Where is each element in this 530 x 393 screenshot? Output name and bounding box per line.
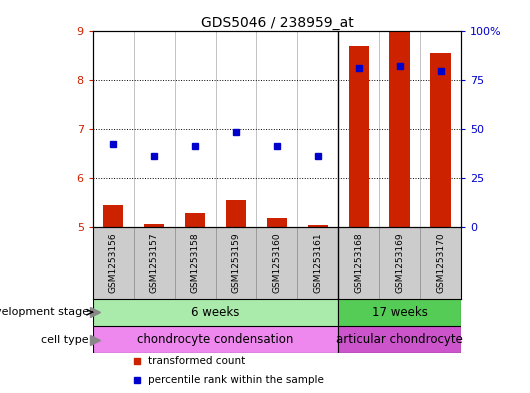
Text: GSM1253169: GSM1253169 <box>395 232 404 293</box>
Text: chondrocyte condensation: chondrocyte condensation <box>137 333 294 346</box>
Text: development stage: development stage <box>0 307 89 317</box>
Bar <box>226 200 246 227</box>
Text: GSM1253157: GSM1253157 <box>149 232 158 293</box>
Text: percentile rank within the sample: percentile rank within the sample <box>148 375 324 385</box>
Text: GSM1253156: GSM1253156 <box>109 232 118 293</box>
Text: cell type: cell type <box>41 334 89 345</box>
Text: GSM1253159: GSM1253159 <box>232 232 241 293</box>
Text: 6 weeks: 6 weeks <box>191 306 240 319</box>
Bar <box>267 218 287 227</box>
Text: articular chondrocyte: articular chondrocyte <box>336 333 463 346</box>
Bar <box>349 46 369 227</box>
Bar <box>93 299 338 326</box>
Text: 17 weeks: 17 weeks <box>372 306 428 319</box>
Bar <box>430 53 451 227</box>
Bar <box>338 326 461 353</box>
Bar <box>390 31 410 227</box>
Bar <box>338 299 461 326</box>
Bar <box>185 213 205 227</box>
Text: GSM1253160: GSM1253160 <box>272 232 281 293</box>
Text: GSM1253158: GSM1253158 <box>191 232 200 293</box>
Bar <box>307 226 328 227</box>
Bar <box>103 205 123 227</box>
Bar <box>93 326 338 353</box>
Bar <box>144 224 164 227</box>
Title: GDS5046 / 238959_at: GDS5046 / 238959_at <box>200 17 354 30</box>
Text: GSM1253170: GSM1253170 <box>436 232 445 293</box>
Text: transformed count: transformed count <box>148 356 245 366</box>
Text: GSM1253168: GSM1253168 <box>354 232 363 293</box>
Text: GSM1253161: GSM1253161 <box>313 232 322 293</box>
